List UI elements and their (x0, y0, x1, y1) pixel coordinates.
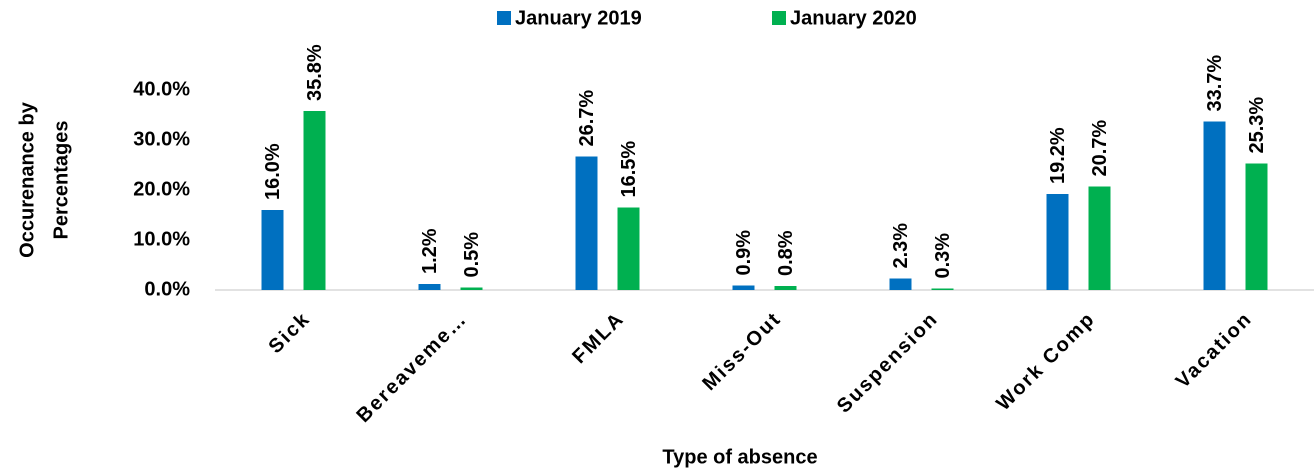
y-tick-label: 0.0% (144, 278, 190, 300)
x-tick-label: Bereaveme… (352, 308, 471, 427)
bar (418, 284, 441, 290)
legend-swatch (772, 11, 786, 25)
bar (1245, 163, 1268, 290)
y-axis-title: Percentages (50, 121, 72, 240)
bar (774, 286, 797, 290)
legend-swatch (497, 11, 511, 25)
legend-label: January 2019 (515, 7, 642, 29)
value-label: 33.7% (1204, 55, 1226, 112)
bar (1203, 121, 1226, 290)
value-label: 1.2% (419, 228, 441, 274)
bar (460, 287, 483, 290)
x-tick-label: Suspension (833, 308, 943, 418)
x-tick-label: Miss-Out (698, 308, 785, 395)
y-tick-label: 20.0% (133, 178, 190, 200)
value-label: 26.7% (576, 90, 598, 147)
bar (889, 278, 912, 290)
value-label: 16.5% (618, 141, 640, 198)
bar (575, 156, 598, 290)
y-axis-title: Occurenance by (16, 101, 38, 258)
value-label: 0.5% (461, 232, 483, 278)
y-tick-label: 10.0% (133, 228, 190, 250)
x-axis-title: Type of absence (662, 446, 817, 468)
bar (732, 285, 755, 290)
legend-label: January 2020 (790, 7, 917, 29)
bar (303, 111, 326, 290)
value-label: 0.9% (733, 230, 755, 276)
bar (1046, 194, 1069, 290)
value-label: 20.7% (1089, 120, 1111, 177)
bar (617, 207, 640, 290)
x-tick-label: Work Comp (992, 308, 1099, 415)
x-tick-label: FMLA (568, 308, 628, 368)
bar (261, 210, 284, 290)
bar (1088, 186, 1111, 290)
value-label: 19.2% (1047, 127, 1069, 184)
value-label: 0.8% (775, 230, 797, 276)
x-tick-label: Sick (264, 308, 314, 358)
value-label: 0.3% (932, 233, 954, 279)
bar (931, 288, 954, 290)
value-label: 2.3% (890, 223, 912, 269)
x-tick-label: Vacation (1172, 308, 1257, 393)
value-label: 25.3% (1246, 97, 1268, 154)
y-tick-label: 40.0% (133, 78, 190, 100)
value-label: 35.8% (304, 44, 326, 101)
value-label: 16.0% (262, 143, 284, 200)
y-tick-label: 30.0% (133, 128, 190, 150)
